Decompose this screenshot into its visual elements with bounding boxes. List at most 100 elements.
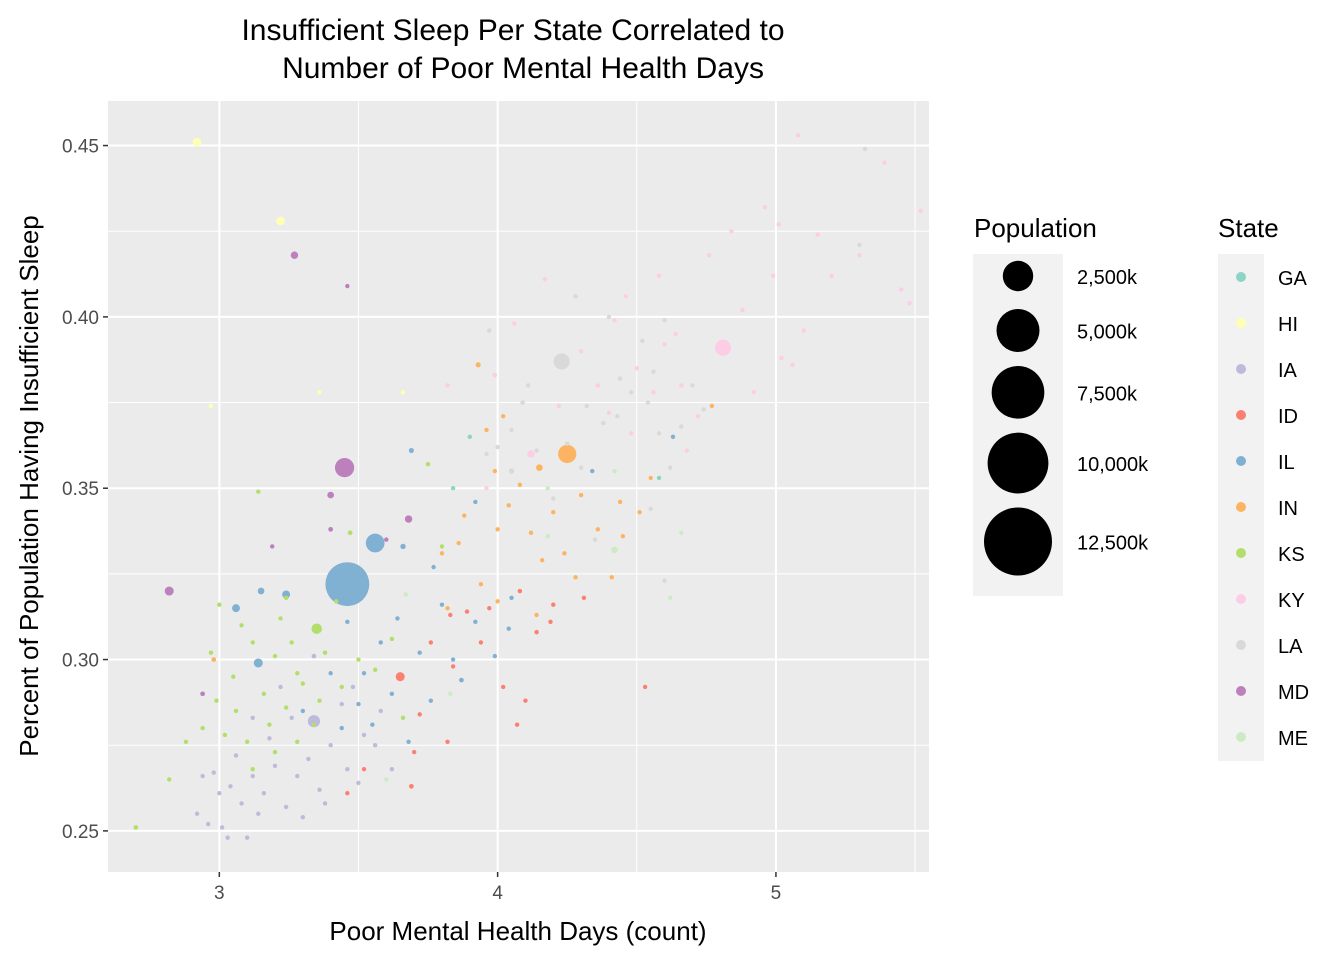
data-point-ky [634,366,639,371]
data-point-il [232,604,240,613]
y-tick-label: 0.25 [62,822,99,843]
data-point-ia [278,684,283,690]
data-point-id [523,698,528,703]
color-legend-label: ID [1278,406,1298,428]
data-point-il [473,619,478,625]
color-legend-label: MD [1278,682,1309,704]
data-point-id [411,749,417,755]
color-legend-label: LA [1278,636,1303,658]
data-point-la [606,314,612,320]
data-point-ia [306,756,311,762]
data-point-ky [612,318,617,323]
data-point-ia [205,821,211,827]
data-point-md [328,526,333,532]
size-legend-key [984,507,1052,576]
data-point-ks [311,623,322,634]
data-point-in [439,551,445,556]
data-point-ks [167,777,172,782]
data-point-in [637,510,642,515]
data-point-ia [317,787,322,792]
data-point-il [395,616,400,621]
data-point-il [389,691,395,697]
data-point-in [484,427,489,433]
data-point-la [862,146,868,152]
data-point-la [578,465,584,470]
data-point-il [257,587,265,595]
data-point-ks [347,530,353,536]
data-point-ia [261,790,267,796]
color-legend-title: State [1218,213,1279,243]
data-point-id [345,790,350,796]
data-point-ks [208,650,214,655]
data-point-ks [272,653,278,659]
data-point-il [345,619,350,625]
data-point-ky [662,342,667,347]
data-point-me [612,468,617,474]
data-point-md [384,537,389,542]
data-point-ks [317,698,322,703]
color-legend-key-il [1236,456,1246,466]
data-point-md [200,691,205,697]
data-point-la [629,390,634,395]
data-point-in [492,468,498,474]
data-point-md [270,544,275,549]
data-point-ky [918,208,923,213]
data-point-il [428,698,434,703]
data-point-ky [715,339,732,356]
data-point-id [408,783,414,789]
color-legend-label: KY [1278,590,1305,612]
y-tick-label: 0.45 [62,137,99,158]
data-point-in [495,599,500,604]
data-point-in [478,581,484,587]
data-point-ks [372,667,378,673]
data-point-ky [907,300,912,306]
data-point-ks [400,715,406,720]
data-point-ia [250,773,255,779]
data-point-ky [673,331,678,337]
data-point-id [500,684,506,690]
data-point-la [648,506,653,511]
data-point-ky [527,450,535,458]
data-point-ia [225,835,230,840]
data-point-ky [815,232,820,237]
data-point-ky [829,273,834,278]
data-point-ia [233,753,239,758]
color-legend-label: IN [1278,498,1298,520]
data-point-la [520,400,526,405]
data-point-in [500,414,506,419]
data-point-in [462,513,467,518]
data-point-id [445,739,450,744]
data-point-ks [233,708,239,714]
data-point-ia [244,835,250,840]
data-point-ks [339,684,344,690]
data-point-la [651,369,656,374]
data-point-in [456,540,461,546]
data-point-ks [256,489,261,494]
data-point-md [164,586,174,596]
data-point-ky [629,431,634,436]
data-point-me [611,546,618,554]
data-point-il [400,543,406,550]
data-point-in [539,557,545,563]
data-point-la [534,448,539,453]
data-point-ks [289,640,294,645]
color-legend-label: IL [1278,452,1295,474]
chart-title-line-1: Insufficient Sleep Per State Correlated … [241,14,784,47]
data-point-la [679,424,684,429]
data-point-il [328,671,333,676]
size-legend-title: Population [974,213,1097,243]
data-point-ia [211,770,216,775]
color-legend-label: GA [1278,268,1308,290]
size-legend-label: 2,500k [1077,267,1138,289]
data-point-ia [295,773,300,779]
data-point-md [404,515,413,523]
data-point-id [450,664,456,669]
data-point-ky [542,276,548,282]
data-point-ia [311,653,317,659]
data-point-ia [345,767,350,772]
data-point-ia [272,763,278,768]
data-point-il [590,468,595,474]
data-point-ia [328,743,333,748]
data-point-ia [239,801,244,806]
data-point-il [492,653,498,659]
